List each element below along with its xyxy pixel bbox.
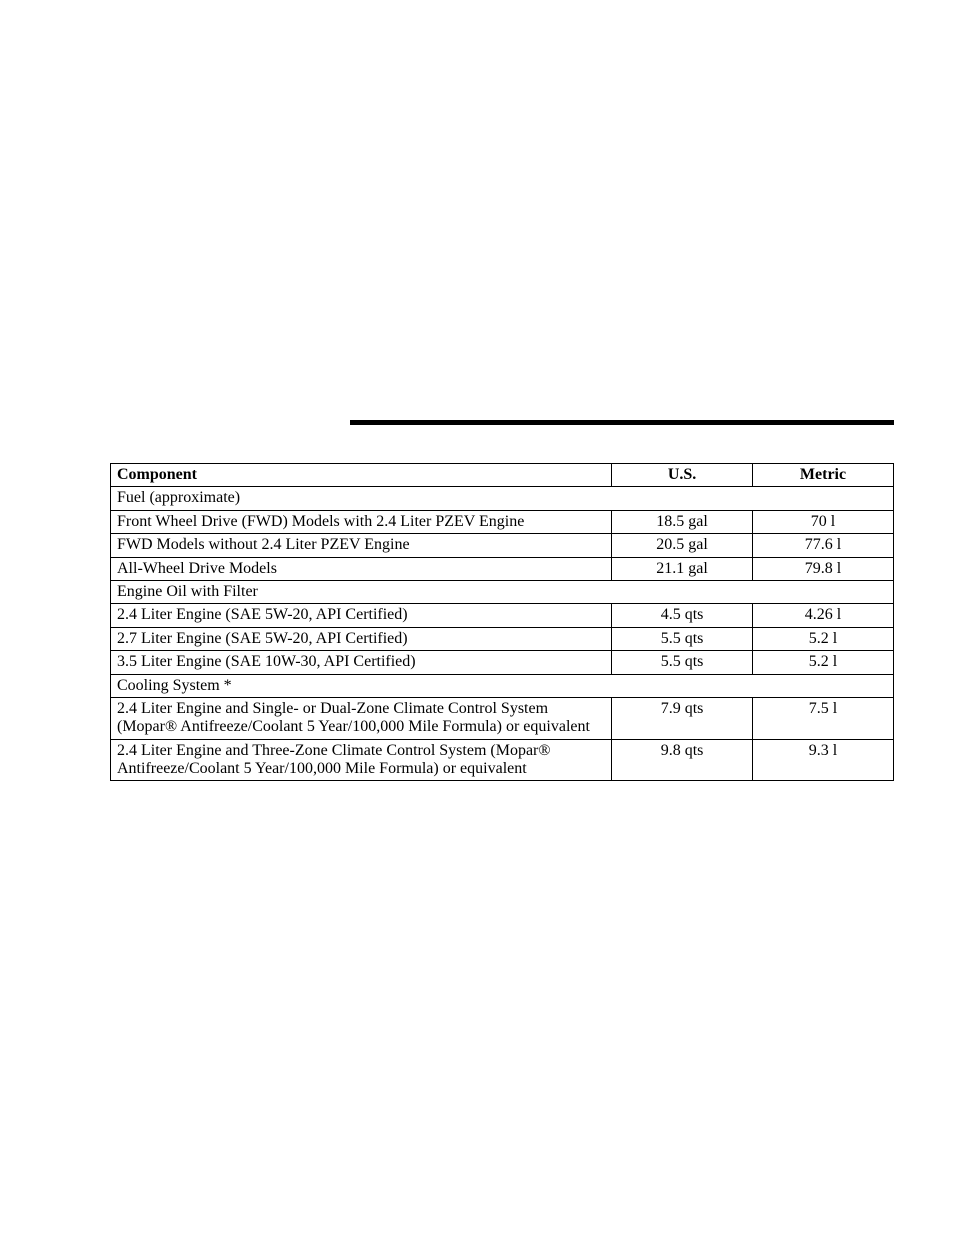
section-heading: Fuel (approximate) [111,487,894,510]
cell-component: 3.5 Liter Engine (SAE 10W-30, API Certif… [111,651,612,674]
cell-component: Front Wheel Drive (FWD) Models with 2.4 … [111,510,612,533]
table-row: 2.4 Liter Engine and Three-Zone Climate … [111,739,894,781]
cell-metric: 79.8 l [753,557,894,580]
cell-metric: 77.6 l [753,534,894,557]
cell-us: 20.5 gal [612,534,753,557]
cell-metric: 70 l [753,510,894,533]
cell-component: 2.4 Liter Engine (SAE 5W-20, API Certifi… [111,604,612,627]
table-row: 2.7 Liter Engine (SAE 5W-20, API Certifi… [111,627,894,650]
table-row: All-Wheel Drive Models 21.1 gal 79.8 l [111,557,894,580]
cell-us: 7.9 qts [612,697,753,739]
table-row: Front Wheel Drive (FWD) Models with 2.4 … [111,510,894,533]
horizontal-rule [350,420,894,425]
cell-component: 2.4 Liter Engine and Three-Zone Climate … [111,739,612,781]
section-heading: Cooling System * [111,674,894,697]
table-header: Component U.S. Metric [111,464,894,487]
cell-us: 21.1 gal [612,557,753,580]
table-body: Fuel (approximate) Front Wheel Drive (FW… [111,487,894,781]
table-row: 3.5 Liter Engine (SAE 10W-30, API Certif… [111,651,894,674]
cell-metric: 4.26 l [753,604,894,627]
cell-us: 5.5 qts [612,651,753,674]
cell-us: 9.8 qts [612,739,753,781]
column-header-component: Component [111,464,612,487]
cell-component: FWD Models without 2.4 Liter PZEV Engine [111,534,612,557]
column-header-metric: Metric [753,464,894,487]
cell-component: All-Wheel Drive Models [111,557,612,580]
cell-us: 4.5 qts [612,604,753,627]
cell-metric: 9.3 l [753,739,894,781]
table-row: FWD Models without 2.4 Liter PZEV Engine… [111,534,894,557]
cell-us: 18.5 gal [612,510,753,533]
cell-metric: 5.2 l [753,627,894,650]
cell-us: 5.5 qts [612,627,753,650]
column-header-us: U.S. [612,464,753,487]
page: Component U.S. Metric Fuel (approximate)… [0,0,954,781]
fluid-capacities-table: Component U.S. Metric Fuel (approximate)… [110,463,894,781]
table-row: 2.4 Liter Engine and Single- or Dual-Zon… [111,697,894,739]
table-row: 2.4 Liter Engine (SAE 5W-20, API Certifi… [111,604,894,627]
cell-component: 2.7 Liter Engine (SAE 5W-20, API Certifi… [111,627,612,650]
section-heading-row: Engine Oil with Filter [111,580,894,603]
section-heading: Engine Oil with Filter [111,580,894,603]
cell-component: 2.4 Liter Engine and Single- or Dual-Zon… [111,697,612,739]
section-heading-row: Fuel (approximate) [111,487,894,510]
cell-metric: 5.2 l [753,651,894,674]
cell-metric: 7.5 l [753,697,894,739]
table-header-row: Component U.S. Metric [111,464,894,487]
section-heading-row: Cooling System * [111,674,894,697]
